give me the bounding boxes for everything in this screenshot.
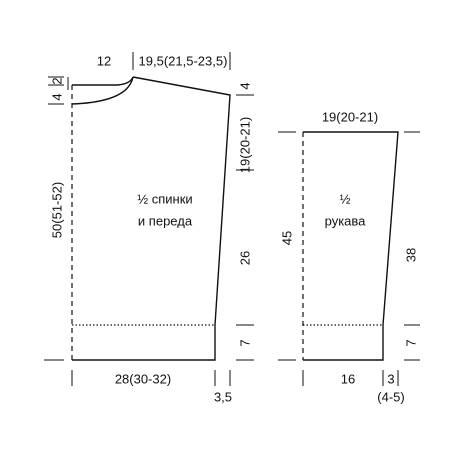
dim-label: 16 (341, 371, 355, 386)
dim-label: 2 (49, 77, 64, 84)
body-outline (72, 76, 231, 361)
front-neck (71, 76, 134, 105)
back-neck (72, 76, 134, 86)
piece-title: рукава (325, 213, 367, 228)
sleeve-piece: 19(20-21) 45 38 7 16 3 (4-5) ½ рукава (278, 109, 420, 404)
dim-label: 3 (387, 371, 394, 386)
dim-label: 3,5 (214, 389, 232, 404)
dim-label: 4 (49, 93, 64, 100)
dim-label: (4-5) (377, 389, 404, 404)
dimension-ticks (44, 52, 254, 386)
sleeve-outline (303, 131, 399, 361)
dim-label: 28(30-32) (115, 371, 171, 386)
body-piece: 12 19,5(21,5-23,5) 2 4 50(51-52) 4 19(20… (44, 52, 254, 404)
piece-title: и переда (138, 213, 193, 228)
dim-label: 38 (403, 248, 418, 262)
dim-label: 45 (279, 231, 294, 245)
dim-label: 50(51-52) (49, 182, 64, 238)
dim-label: 12 (97, 53, 111, 68)
dim-label: 19(20-21) (322, 109, 378, 124)
dim-label: 7 (403, 339, 418, 346)
dim-label: 26 (237, 251, 252, 265)
piece-title: ½ спинки (137, 191, 192, 206)
dimension-ticks (278, 131, 420, 386)
dim-label: 19(20-21) (237, 117, 252, 173)
dim-label: 19,5(21,5-23,5) (139, 53, 228, 68)
dim-label: 7 (237, 339, 252, 346)
piece-title: ½ (340, 191, 351, 206)
dim-label: 4 (237, 82, 252, 89)
